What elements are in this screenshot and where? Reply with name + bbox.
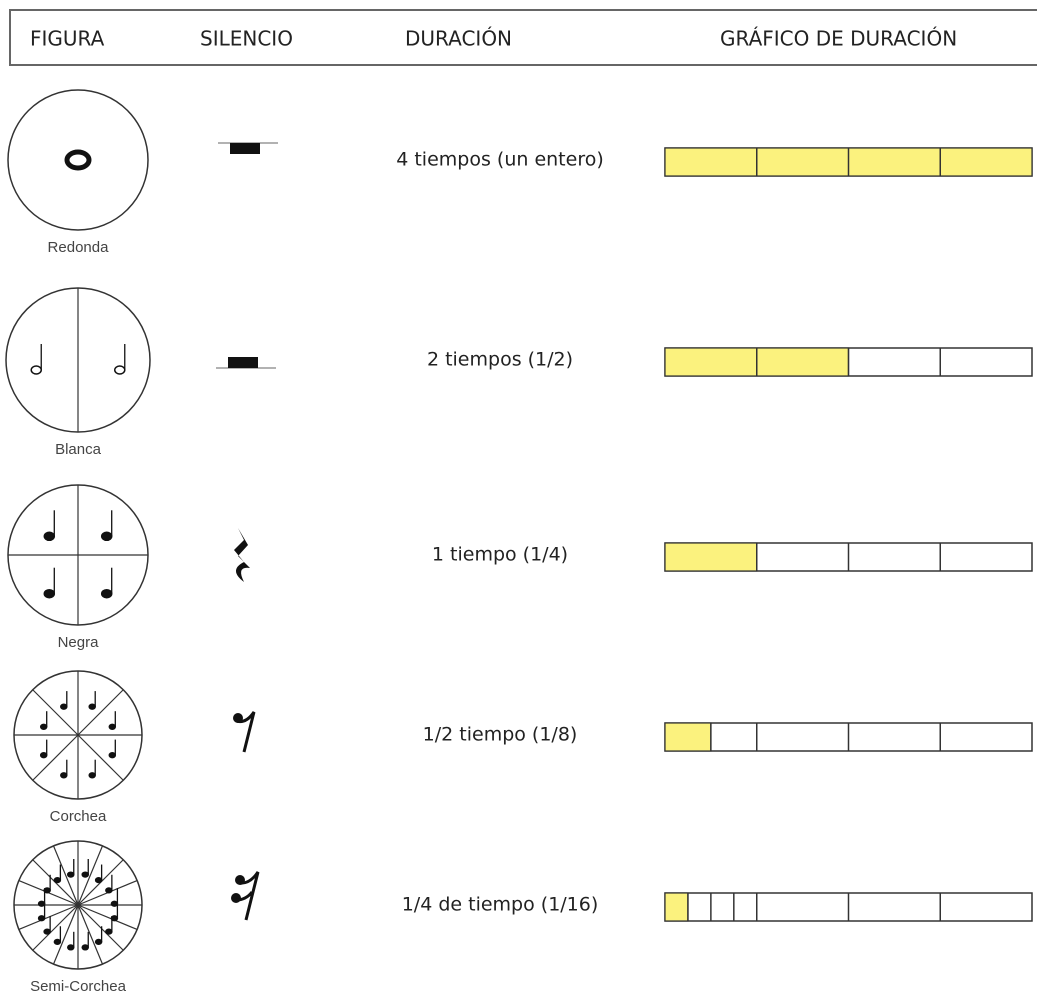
note [96, 878, 102, 883]
note [44, 929, 50, 934]
note [89, 704, 95, 709]
note [68, 872, 74, 877]
header-figura: FIGURA [30, 27, 105, 51]
page: FIGURA SILENCIO DURACIÓN GRÁFICO DE DURA… [0, 0, 1037, 1005]
note [41, 724, 47, 729]
note [39, 916, 45, 921]
note [68, 945, 74, 950]
note [109, 753, 115, 758]
duration-bar-fill [665, 893, 688, 921]
header-grafico: GRÁFICO DE DURACIÓN [720, 27, 957, 51]
note [31, 366, 41, 374]
note [102, 532, 112, 540]
note [82, 945, 88, 950]
note [44, 532, 54, 540]
note [109, 724, 115, 729]
note [106, 929, 112, 934]
note [61, 773, 67, 778]
figure-name: Redonda [48, 239, 110, 256]
note [111, 901, 117, 906]
note [44, 590, 54, 598]
note [39, 901, 45, 906]
figure-name: Semi-Corchea [30, 978, 127, 995]
figure-circle [8, 90, 148, 230]
header-duracion: DURACIÓN [405, 27, 512, 51]
figure-name: Negra [58, 634, 100, 651]
rests [216, 143, 278, 920]
duration-text: 1/2 tiempo (1/8) [423, 724, 578, 746]
note [41, 753, 47, 758]
note [44, 888, 50, 893]
note [96, 939, 102, 944]
note [102, 590, 112, 598]
note [54, 939, 60, 944]
duration-text: 2 tiempos (1/2) [427, 349, 573, 371]
figure-name: Corchea [50, 808, 107, 825]
header-silencio: SILENCIO [200, 27, 293, 51]
note [115, 366, 125, 374]
duration-text: 1/4 de tiempo (1/16) [402, 894, 599, 916]
note [61, 704, 67, 709]
note [82, 872, 88, 877]
duration-bar-fill [665, 723, 711, 751]
note [89, 773, 95, 778]
duration-text: 1 tiempo (1/4) [432, 544, 568, 566]
note [54, 878, 60, 883]
note [106, 888, 112, 893]
duration-text: 4 tiempos (un entero) [396, 149, 604, 171]
duration-bar-fill [665, 543, 757, 571]
figure-name: Blanca [55, 441, 102, 458]
